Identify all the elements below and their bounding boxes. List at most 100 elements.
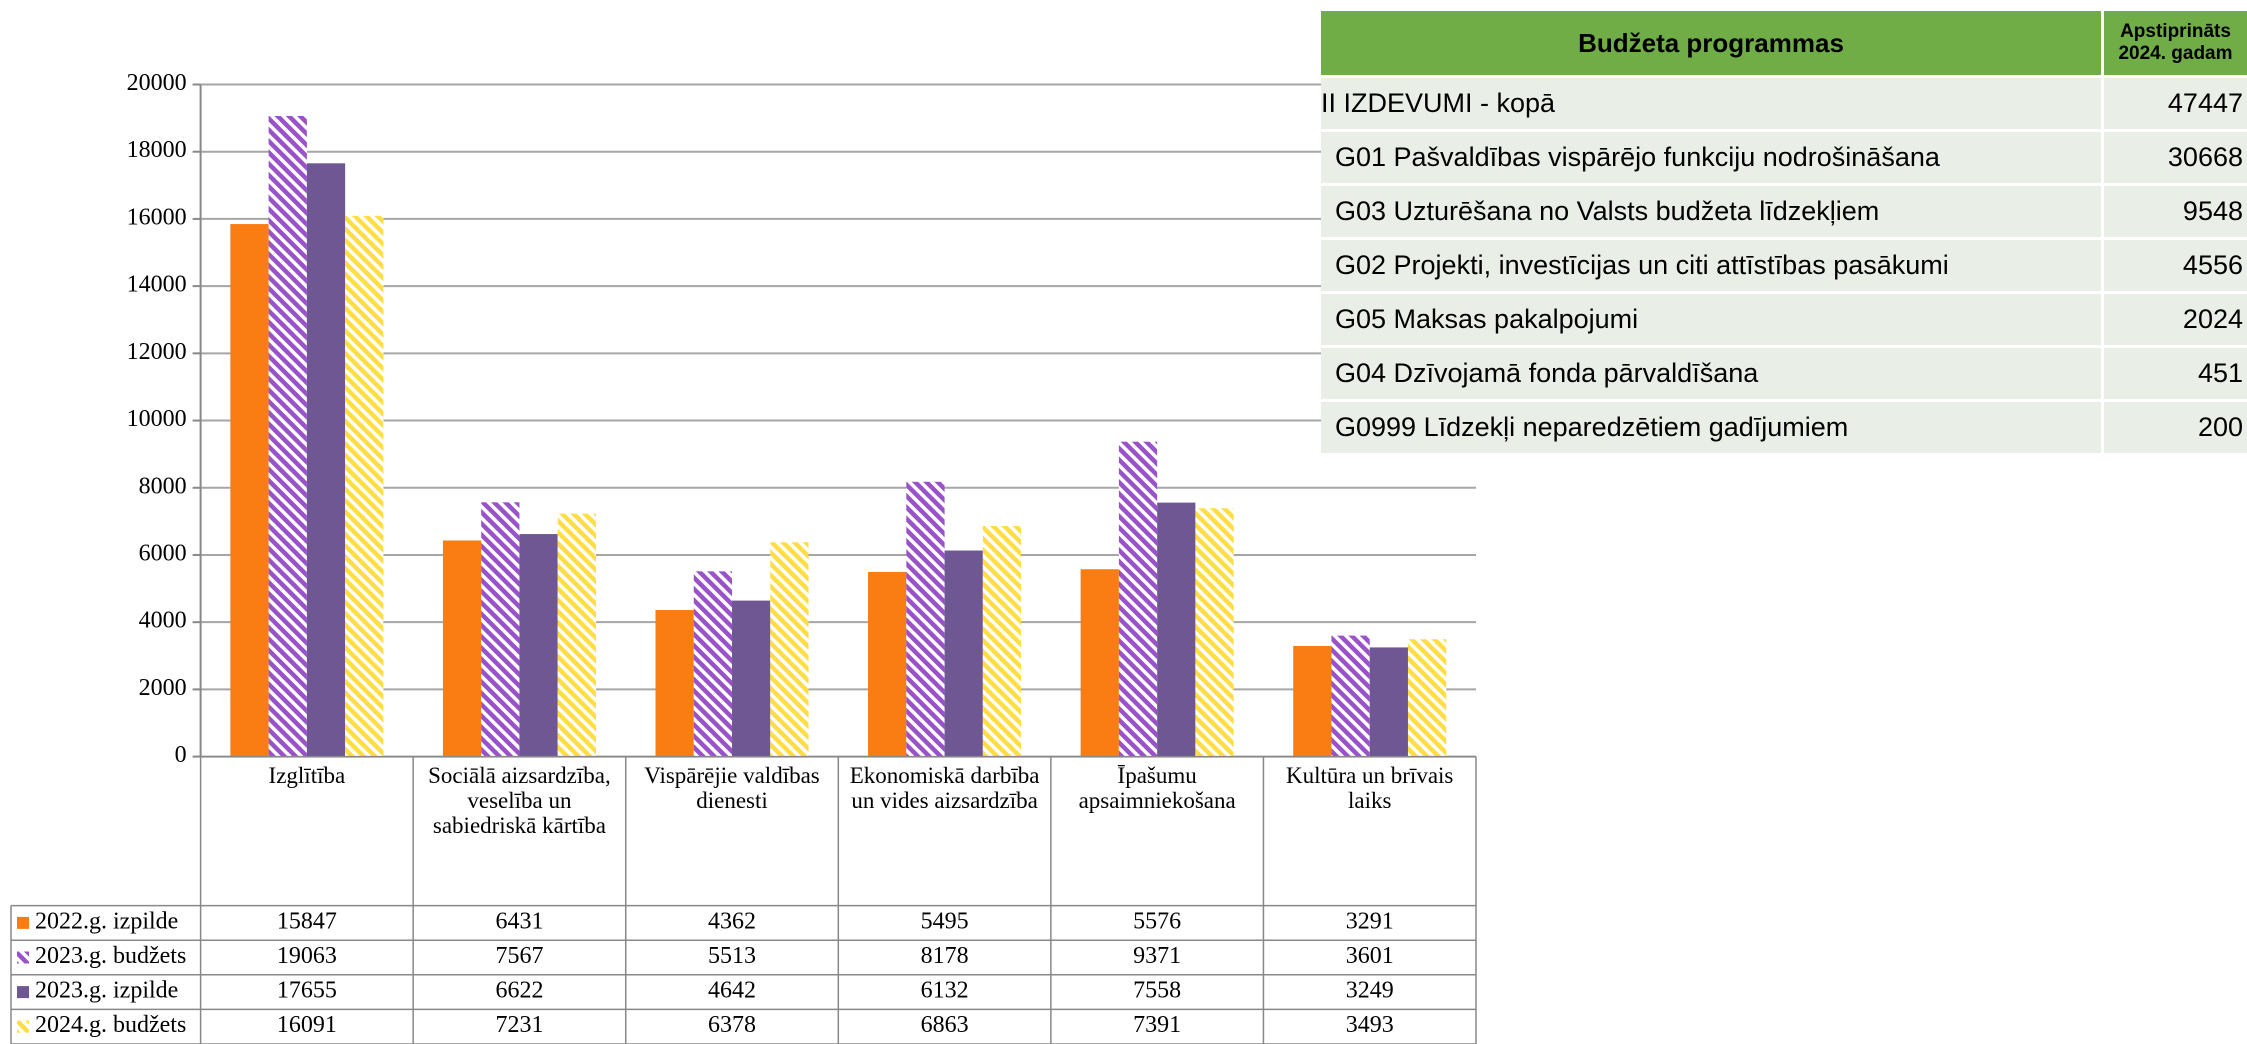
y-tick-label: 10000 bbox=[127, 406, 187, 432]
table-value: 16091 bbox=[277, 1012, 337, 1038]
legend-label: 2023.g. budžets bbox=[35, 943, 186, 969]
table-value: 5513 bbox=[708, 943, 756, 969]
bar bbox=[944, 550, 983, 757]
bar bbox=[693, 571, 733, 757]
table-value: 6132 bbox=[921, 978, 969, 1004]
bar bbox=[1293, 646, 1332, 757]
bar bbox=[268, 115, 307, 757]
legend-label: 2022.g. izpilde bbox=[35, 908, 178, 934]
table-value: 6378 bbox=[708, 1012, 756, 1038]
table-value: 5495 bbox=[921, 908, 969, 934]
legend-marker bbox=[17, 986, 29, 999]
table-row: G0999 Līdzekļi neparedzētiem gadījumiem 2… bbox=[1321, 402, 2247, 453]
category-cell: Sociālā aizsardzība, veselība un sabiedr… bbox=[428, 763, 611, 838]
bar bbox=[306, 163, 346, 757]
table-row: G04 Dzīvojamā fonda pārvaldīšana 451 bbox=[1321, 348, 2247, 399]
category-cell: Ekonomiskā darbība un vides aizsardzība bbox=[849, 762, 1040, 813]
program-amount: 4556 bbox=[2104, 240, 2247, 291]
program-amount: 9548 bbox=[2104, 186, 2247, 237]
table-value: 7391 bbox=[1133, 1012, 1181, 1038]
legend-marker bbox=[17, 1020, 29, 1033]
program-amount: 200 bbox=[2104, 402, 2247, 453]
bar bbox=[1331, 635, 1370, 757]
table-row: G05 Maksas pakalpojumi 2024 bbox=[1321, 294, 2247, 345]
bar bbox=[481, 502, 520, 757]
y-tick-label: 0 bbox=[175, 742, 187, 768]
bar bbox=[1407, 639, 1447, 757]
program-amount: 2024 bbox=[2104, 294, 2247, 345]
y-tick-label: 4000 bbox=[139, 608, 187, 634]
bar bbox=[519, 534, 558, 757]
table-value: 3249 bbox=[1346, 978, 1394, 1004]
table-value: 7231 bbox=[495, 1012, 543, 1038]
y-tick-label: 20000 bbox=[127, 70, 187, 96]
y-tick-label: 16000 bbox=[127, 204, 187, 230]
bar bbox=[1157, 502, 1196, 757]
chart: 0 2000 4000 6000 8000 10000 12000 14000 16000 180… bbox=[10, 70, 1477, 1044]
category-cell: Kultūra un brīvais laiks bbox=[1286, 762, 1454, 813]
table-row: G02 Projekti, investīcijas un citi attīs… bbox=[1321, 240, 2247, 291]
y-tick-label: 14000 bbox=[127, 272, 187, 298]
bar bbox=[770, 542, 809, 757]
category-cell: Izglītība bbox=[268, 762, 346, 788]
table-header: Budžeta programmas Apstiprināts 2024. gad… bbox=[1321, 11, 2247, 75]
program-amount: 30668 bbox=[2104, 132, 2247, 183]
x-tick-label: Ekonomiskā darbība un vides aizsardzība bbox=[849, 762, 1040, 813]
program-amount: 451 bbox=[2104, 348, 2247, 399]
legend-marker bbox=[17, 951, 29, 964]
x-tick-label: Kultūra un brīvais laiks bbox=[1286, 762, 1454, 813]
bar bbox=[982, 525, 1022, 757]
y-tick-label: 6000 bbox=[139, 540, 187, 566]
bar bbox=[1369, 647, 1408, 757]
header-cell: Apstiprināts 2024. gadam bbox=[2104, 11, 2247, 75]
bar bbox=[868, 571, 907, 757]
budget-table: Budžeta programmas Apstiprināts 2024. gad… bbox=[1321, 11, 2247, 456]
bar bbox=[1195, 508, 1234, 757]
x-tick-label: Īpašumu apsaimniekošana bbox=[1078, 762, 1236, 813]
category-cell: Īpašumu apsaimniekošana bbox=[1078, 762, 1236, 813]
program-name: G05 Maksas pakalpojumi bbox=[1321, 294, 2101, 345]
table-value: 17655 bbox=[277, 978, 337, 1004]
table-value: 5576 bbox=[1133, 908, 1181, 934]
bar bbox=[732, 600, 771, 757]
table-value: 8178 bbox=[921, 943, 969, 969]
program-name: G02 Projekti, investīcijas un citi attīs… bbox=[1321, 240, 2101, 291]
y-tick-label: 12000 bbox=[127, 339, 187, 365]
table-value: 4642 bbox=[708, 978, 756, 1004]
table-value: 15847 bbox=[277, 908, 337, 934]
table-value: 3493 bbox=[1346, 1012, 1394, 1038]
program-name: G01 Pašvaldības vispārējo funkciju nodro… bbox=[1321, 132, 2101, 183]
program-name: G03 Uzturēšana no Valsts budžeta līdzekļ… bbox=[1321, 186, 2101, 237]
table-value: 7558 bbox=[1133, 978, 1181, 1004]
bar bbox=[345, 215, 384, 757]
table-value: 4362 bbox=[708, 908, 756, 934]
table-row: G03 Uzturēšana no Valsts budžeta līdzekļ… bbox=[1321, 186, 2247, 237]
y-tick-label: 18000 bbox=[127, 137, 187, 163]
bar bbox=[557, 513, 596, 757]
x-tick-label: Vispārējie valdības dienesti bbox=[644, 762, 820, 813]
bar bbox=[230, 224, 269, 757]
legend-marker bbox=[17, 916, 29, 929]
y-tick-label: 2000 bbox=[139, 675, 187, 701]
table-value: 6622 bbox=[495, 978, 543, 1004]
bar bbox=[906, 481, 945, 757]
table-value: 3291 bbox=[1346, 908, 1394, 934]
table-value: 9371 bbox=[1133, 943, 1181, 969]
table-row: G01 Pašvaldības vispārējo funkciju nodro… bbox=[1321, 132, 2247, 183]
y-tick-label: 8000 bbox=[139, 473, 187, 499]
bar bbox=[655, 610, 694, 757]
category-cell: Vispārējie valdības dienesti bbox=[644, 762, 820, 813]
legend-label: 2024.g. budžets bbox=[35, 1012, 186, 1038]
program-amount: 47447 bbox=[2104, 78, 2247, 129]
x-tick-label: Izglītība bbox=[268, 762, 346, 788]
table-value: 19063 bbox=[277, 943, 337, 969]
program-name: G04 Dzīvojamā fonda pārvaldīšana bbox=[1321, 348, 2101, 399]
legend-label: 2023.g. izpilde bbox=[35, 978, 178, 1004]
table-value: 7567 bbox=[495, 943, 543, 969]
bar bbox=[442, 540, 482, 757]
table-row: II IZDEVUMI - kopā 47447 bbox=[1321, 78, 2247, 129]
bar bbox=[1080, 569, 1119, 757]
table-value: 6431 bbox=[495, 908, 543, 934]
program-name: G0999 Līdzekļi neparedzētiem gadījumiem bbox=[1321, 402, 2101, 453]
